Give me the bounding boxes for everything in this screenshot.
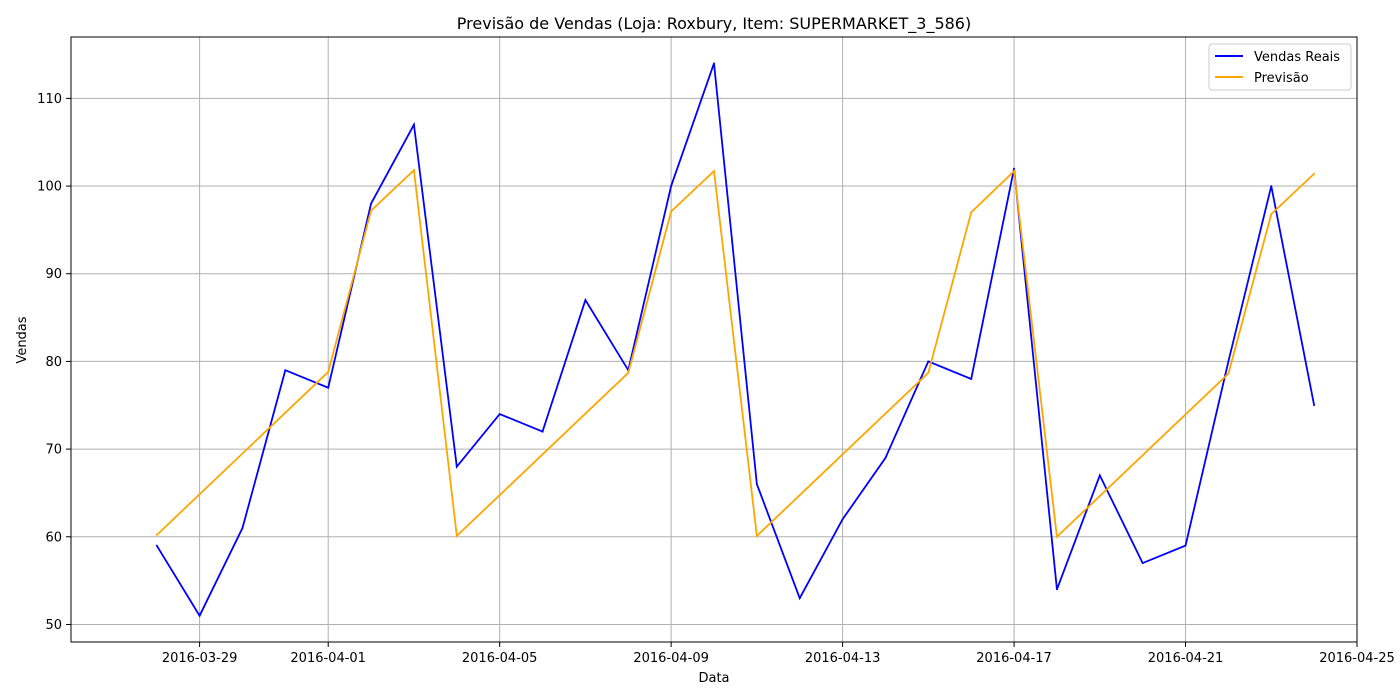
- data-point-vendas-reais: [927, 360, 930, 363]
- y-tick-label: 80: [45, 355, 62, 370]
- y-axis-label: Vendas: [15, 316, 30, 363]
- data-point-previsao: [155, 534, 158, 536]
- plot-area-frame: [70, 36, 1358, 643]
- data-point-vendas-reais: [584, 299, 587, 301]
- legend-box: [1208, 43, 1352, 91]
- y-tick-label: 50: [45, 618, 62, 633]
- data-point-previsao: [713, 170, 715, 173]
- data-point-vendas-reais: [1184, 544, 1187, 547]
- data-point-previsao: [1013, 170, 1015, 173]
- grid: [71, 37, 1358, 642]
- y-tick-label: 100: [37, 180, 62, 195]
- data-point-vendas-reais: [1141, 562, 1144, 564]
- x-tick-label: 2016-03-29: [162, 651, 238, 666]
- data-point-vendas-reais: [884, 456, 887, 459]
- data-point-vendas-reais: [1056, 588, 1058, 591]
- data-point-vendas-reais: [1270, 185, 1273, 187]
- data-point-vendas-reais: [1098, 474, 1101, 477]
- x-tick-label: 2016-04-25: [1319, 651, 1395, 666]
- data-point-vendas-reais: [284, 369, 287, 372]
- x-tick-label: 2016-04-13: [805, 651, 881, 666]
- series-previsao: [155, 168, 1316, 539]
- data-point-vendas-reais: [1313, 404, 1316, 407]
- data-point-previsao: [1056, 535, 1058, 538]
- y-axis-ticks: 50 60 70 80 90 100 110: [37, 92, 71, 633]
- data-point-previsao: [1227, 372, 1230, 375]
- legend-label-vendas-reais: Vendas Reais: [1254, 50, 1340, 65]
- data-point-previsao: [370, 209, 372, 212]
- y-tick-label: 90: [45, 267, 62, 282]
- data-point-vendas-reais: [327, 386, 330, 389]
- y-tick-label: 60: [45, 530, 62, 545]
- data-point-vendas-reais: [455, 465, 458, 468]
- data-point-vendas-reais: [755, 483, 758, 486]
- data-point-previsao: [1270, 213, 1273, 216]
- data-point-vendas-reais: [713, 62, 715, 65]
- series-lines: [155, 62, 1316, 618]
- data-point-vendas-reais: [413, 123, 415, 126]
- data-point-previsao: [413, 169, 415, 172]
- data-point-vendas-reais: [841, 518, 844, 521]
- y-tick-label: 110: [37, 92, 62, 107]
- y-tick-label: 70: [45, 443, 62, 458]
- data-point-vendas-reais: [798, 597, 801, 600]
- x-axis-ticks: 2016-03-29 2016-04-01 2016-04-05 2016-04-09…: [162, 642, 1395, 666]
- x-axis-label: Data: [698, 671, 729, 686]
- x-tick-label: 2016-04-09: [633, 651, 709, 666]
- data-point-vendas-reais: [370, 202, 372, 205]
- legend: Vendas Reais Previsão: [1208, 43, 1352, 91]
- series-vendas-reais: [155, 62, 1316, 618]
- data-point-vendas-reais: [498, 413, 501, 415]
- data-point-vendas-reais: [1227, 360, 1230, 363]
- data-point-vendas-reais: [541, 430, 544, 433]
- data-point-vendas-reais: [1013, 167, 1015, 170]
- series-line-vendas-reais: [155, 63, 1316, 618]
- x-tick-label: 2016-04-05: [462, 651, 538, 666]
- data-point-vendas-reais: [670, 185, 673, 187]
- data-point-vendas-reais: [155, 544, 158, 547]
- data-point-previsao: [327, 371, 330, 373]
- x-tick-label: 2016-04-17: [976, 651, 1052, 666]
- data-point-previsao: [455, 535, 458, 537]
- data-point-previsao: [1313, 172, 1316, 175]
- data-point-vendas-reais: [241, 527, 244, 529]
- x-tick-label: 2016-04-21: [1148, 651, 1224, 666]
- data-point-vendas-reais: [198, 614, 201, 617]
- chart-title: Previsão de Vendas (Loja: Roxbury, Item:…: [457, 14, 971, 34]
- x-tick-label: 2016-04-01: [290, 651, 366, 666]
- series-line-previsao: [156, 168, 1315, 539]
- data-point-previsao: [970, 211, 973, 214]
- data-point-previsao: [627, 371, 630, 374]
- data-point-vendas-reais: [970, 378, 973, 380]
- data-point-previsao: [670, 210, 673, 213]
- legend-label-previsao: Previsão: [1254, 71, 1309, 86]
- data-point-previsao: [927, 371, 930, 374]
- data-point-previsao: [755, 535, 758, 537]
